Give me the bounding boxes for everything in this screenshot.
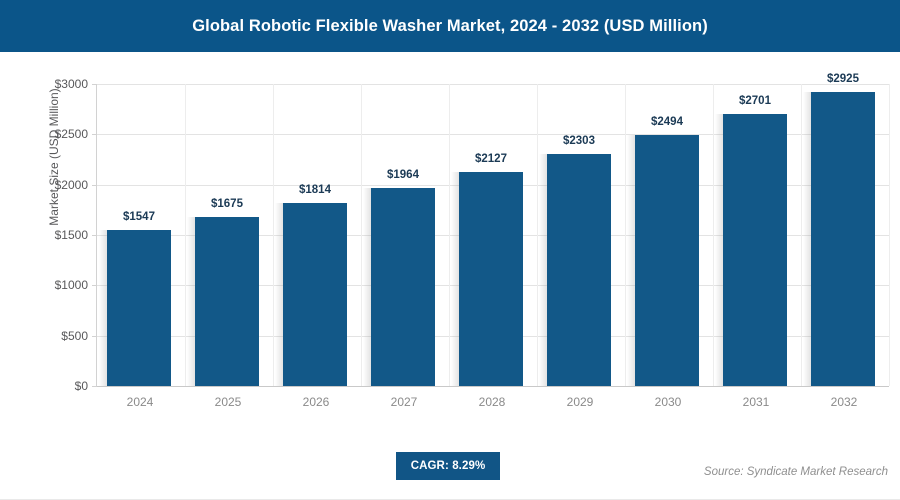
bar-value-label: $1814 — [299, 184, 331, 197]
bar-shadow — [363, 188, 372, 386]
category-separator — [801, 84, 802, 386]
x-axis-tick-label: 2025 — [214, 395, 242, 409]
x-axis-tick-label: 2026 — [302, 395, 330, 409]
y-axis-tick-label: $3000 — [54, 77, 88, 91]
x-axis-tick-labels: 2024 2025 2026 2027 2028 2029 2030 2031 2032 — [96, 395, 888, 417]
gridline — [97, 84, 889, 85]
bar-value-label: $1675 — [211, 198, 243, 211]
bar[interactable] — [459, 171, 523, 386]
x-axis-tick-label: 2027 — [390, 395, 418, 409]
bar[interactable] — [371, 188, 435, 386]
bar-slot[interactable]: $2925 — [800, 73, 888, 386]
y-axis-tick-mark — [92, 386, 97, 387]
bar-value-label: $2494 — [651, 115, 683, 128]
category-separator — [361, 84, 362, 386]
source-note: Source: Syndicate Market Research — [703, 466, 888, 478]
gridline — [97, 134, 889, 136]
bar-slot[interactable]: $1675 — [184, 84, 272, 386]
bar-shadow — [627, 134, 636, 386]
bar-series: $1547 $1675 $1814 $1964 $2127 $2303 $2494 $2701… — [96, 73, 888, 386]
y-axis-tick-mark — [92, 235, 97, 236]
bar[interactable] — [107, 230, 171, 386]
bar[interactable] — [635, 134, 699, 386]
y-axis-tick-label: $500 — [61, 328, 88, 343]
bar-shadow — [451, 171, 460, 386]
bar-shadow — [99, 230, 108, 386]
category-separator — [449, 84, 450, 386]
chart-header-band: Global Robotic Flexible Washer Market, 2… — [0, 0, 900, 52]
bar[interactable] — [195, 217, 259, 386]
y-axis-tick-label: $2000 — [54, 177, 88, 192]
bar-value-label: $1964 — [387, 169, 419, 182]
bar[interactable] — [723, 114, 787, 386]
cagr-badge: CAGR: 8.29% — [396, 452, 500, 480]
y-axis-tick-mark — [92, 335, 97, 337]
bar-value-label: $2925 — [827, 72, 859, 85]
category-separator — [713, 84, 714, 386]
bar-slot[interactable]: $2127 — [448, 84, 536, 386]
bar[interactable] — [811, 91, 875, 386]
y-axis-tick-label: $1500 — [54, 228, 88, 242]
bar-shadow — [715, 114, 724, 386]
bar-value-label: $2127 — [475, 152, 507, 165]
bar-shadow — [187, 217, 196, 386]
y-axis-title: Market Size (USD Million) — [47, 88, 61, 226]
bar-slot[interactable]: $2701 — [712, 84, 800, 386]
bar[interactable] — [547, 154, 611, 386]
bar-slot[interactable]: $2494 — [624, 84, 712, 386]
category-separator — [625, 84, 626, 386]
category-separator — [273, 84, 274, 386]
bar-value-label: $2303 — [563, 135, 595, 148]
bar-slot[interactable]: $1964 — [360, 84, 448, 386]
y-axis-tick-mark — [92, 285, 97, 287]
category-separator — [185, 84, 186, 386]
bar-shadow — [539, 154, 548, 386]
x-axis-tick-label: 2024 — [126, 395, 154, 409]
bar-shadow — [275, 203, 284, 386]
bar-value-label: $1547 — [123, 211, 155, 224]
x-axis-tick-label: 2030 — [654, 395, 682, 409]
category-separator — [537, 84, 538, 386]
y-axis-tick-mark — [92, 84, 97, 85]
x-axis-tick-label: 2029 — [566, 395, 594, 409]
y-axis-tick-label: $1000 — [54, 278, 88, 293]
bar-value-label: $2701 — [739, 95, 771, 108]
x-axis-baseline — [97, 386, 889, 387]
y-axis-tick-mark — [92, 184, 97, 186]
y-axis-tick-mark — [92, 134, 97, 136]
y-axis-tick-label: $0 — [74, 379, 88, 393]
x-axis-tick-label: 2031 — [742, 395, 770, 409]
bar[interactable] — [283, 203, 347, 386]
bar-slot[interactable]: $1814 — [272, 84, 360, 386]
bar-shadow — [803, 91, 812, 386]
x-axis-tick-label: 2032 — [830, 395, 858, 409]
bar-slot[interactable]: $1547 — [96, 84, 184, 386]
page-title: Global Robotic Flexible Washer Market, 2… — [192, 16, 708, 35]
y-axis-tick-label: $2500 — [54, 127, 88, 142]
bar-slot[interactable]: $2303 — [536, 84, 624, 386]
x-axis-tick-label: 2028 — [478, 395, 506, 409]
